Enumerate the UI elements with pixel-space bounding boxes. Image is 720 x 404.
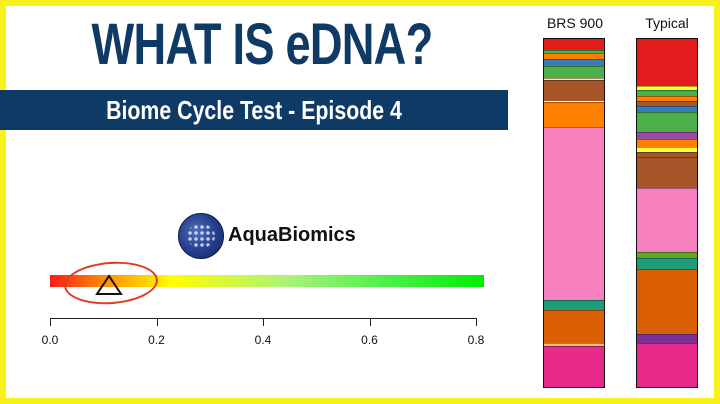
segment-divider — [637, 86, 697, 88]
segment-divider — [544, 58, 604, 60]
stack-segment — [637, 95, 697, 101]
axis-tick — [476, 318, 477, 326]
stack-segment — [544, 49, 604, 54]
stack-segment — [544, 101, 604, 127]
stack-segment — [637, 131, 697, 140]
stack-segment — [637, 139, 697, 147]
segment-divider — [544, 78, 604, 80]
stack-segment — [544, 310, 604, 343]
segment-divider — [544, 101, 604, 103]
subtitle-banner — [0, 90, 508, 130]
segment-divider — [544, 126, 604, 128]
segment-divider — [637, 334, 697, 336]
stack-segment — [637, 343, 697, 387]
axis-tick — [156, 318, 158, 326]
stacked-bar-brs900 — [543, 38, 605, 388]
page-subtitle: Biome Cycle Test - Episode 4 — [106, 95, 402, 125]
segment-divider — [637, 139, 697, 141]
stack-segment — [544, 346, 604, 387]
segment-divider — [544, 53, 604, 55]
column-label-brs900: BRS 900 — [546, 15, 604, 31]
stack-segment — [637, 268, 697, 335]
segment-divider — [637, 111, 697, 113]
page-title: WHAT IS eDNA? — [91, 12, 434, 77]
segment-divider — [637, 268, 697, 270]
axis-tick-label: 0.6 — [361, 333, 378, 347]
segment-divider — [637, 95, 697, 97]
axis-tick-label: 0.4 — [254, 333, 272, 347]
stack-segment — [637, 111, 697, 132]
axis-tick-label: 0.0 — [41, 333, 59, 347]
stack-segment — [637, 188, 697, 253]
segment-divider — [637, 157, 697, 159]
score-gradient-bar — [50, 275, 484, 287]
stack-segment — [637, 100, 697, 107]
segment-divider — [544, 65, 604, 67]
stack-segment — [637, 106, 697, 112]
stack-segment — [637, 252, 697, 258]
stack-segment — [544, 53, 604, 59]
stack-segment — [544, 58, 604, 66]
dna-globe-logo-icon — [178, 213, 224, 259]
axis-tick — [50, 318, 51, 326]
segment-divider — [544, 342, 604, 344]
stack-segment — [637, 157, 697, 189]
axis-tick — [369, 318, 371, 326]
segment-divider — [637, 343, 697, 345]
segment-divider — [637, 146, 697, 148]
segment-divider — [544, 80, 604, 82]
segment-divider — [544, 310, 604, 312]
stack-segment — [544, 299, 604, 311]
stack-segment — [544, 342, 604, 347]
stack-segment — [544, 78, 604, 81]
segment-divider — [544, 346, 604, 348]
segment-divider — [544, 49, 604, 51]
stack-segment — [544, 126, 604, 300]
segment-divider — [637, 257, 697, 259]
stack-segment — [637, 86, 697, 91]
stack-segment — [637, 152, 697, 158]
stack-segment — [637, 146, 697, 153]
stack-segment — [544, 65, 604, 79]
brand-name: AquaBiomics — [228, 224, 356, 246]
stack-segment — [637, 39, 697, 87]
segment-divider — [637, 106, 697, 108]
stack-segment — [544, 39, 604, 50]
stack-segment — [637, 334, 697, 344]
axis-tick — [263, 318, 264, 326]
stack-segment — [637, 257, 697, 269]
segment-divider — [637, 90, 697, 92]
segment-divider — [637, 188, 697, 190]
segment-divider — [637, 252, 697, 254]
axis-tick-label: 0.8 — [467, 333, 485, 347]
stack-segment — [637, 90, 697, 96]
segment-divider — [637, 131, 697, 133]
segment-divider — [544, 299, 604, 301]
segment-divider — [637, 100, 697, 102]
segment-divider — [637, 152, 697, 154]
stack-segment — [544, 80, 604, 102]
column-label-typical: Typical — [645, 15, 689, 31]
triangle-marker-icon — [94, 274, 123, 295]
axis-tick-label: 0.2 — [148, 333, 165, 347]
stacked-bar-typical — [636, 38, 698, 388]
